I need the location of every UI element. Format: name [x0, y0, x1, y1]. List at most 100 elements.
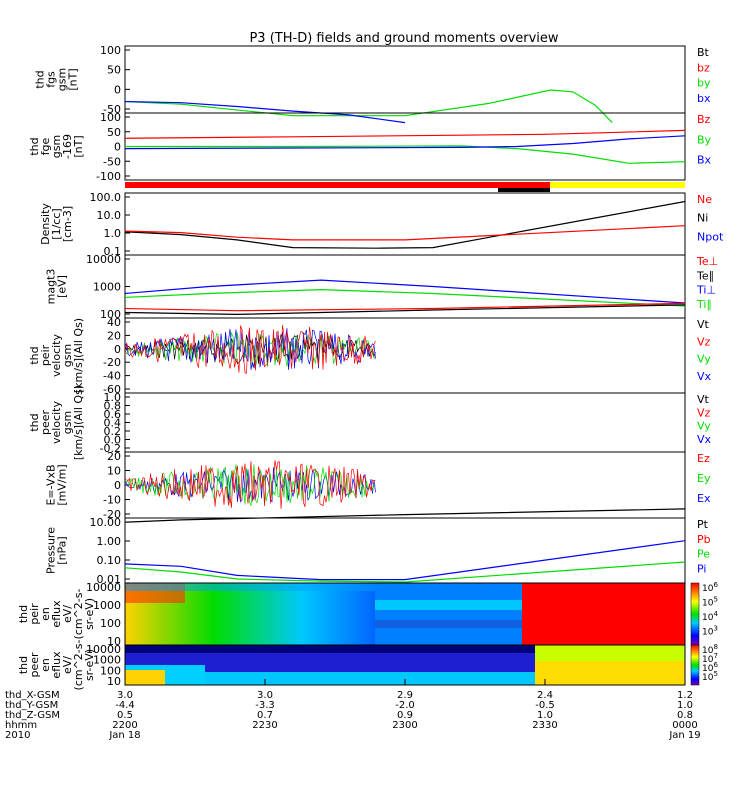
- orbit-value: 3.0: [117, 690, 133, 701]
- figure-title: P3 (TH-D) fields and ground moments over…: [249, 31, 558, 46]
- series-line-Pi: [124, 540, 686, 581]
- series-line-Ti⊥: [124, 279, 686, 304]
- y-tick-label: 100: [100, 44, 121, 57]
- orbit-row-label: thd_Z-GSM: [5, 710, 60, 721]
- y-tick-label: 1.0: [104, 227, 122, 240]
- series-line-Ti∥: [124, 288, 686, 307]
- y-tick-label: 20: [107, 329, 121, 342]
- legend-item: Ti⊥: [696, 284, 716, 297]
- panel-7: 20 100 -10-20 E=-VxB[mV/m] Ez Ey Ex: [45, 450, 711, 521]
- orbit-value: 2230: [252, 720, 277, 731]
- y-tick-label: 0.2: [104, 425, 122, 438]
- legend-item: Pb: [697, 533, 711, 546]
- series-line-By: [125, 145, 686, 164]
- y-tick-label: 10.0: [97, 209, 122, 222]
- legend-item: Pt: [697, 518, 709, 531]
- y-axis-label: thdpeirenefluxeV/(cm^2-s-sr-eV): [17, 589, 96, 640]
- orbit-value: -0.5: [535, 700, 555, 711]
- y-axis-label: thdpeirvelocitygsm[km/s](All Qs): [28, 318, 85, 393]
- legend-item: Te⊥: [696, 255, 718, 268]
- orbit-row-label: thd_X-GSM: [5, 690, 60, 701]
- orbit-row-label: 2010: [5, 730, 30, 741]
- legend-item: Vt: [697, 318, 710, 331]
- colorbar-tick: 104: [702, 610, 718, 623]
- y-axis-label: thdpeerenefluxeV/(cm^2-s-sr-eV): [17, 640, 96, 691]
- legend-item: Ex: [697, 492, 711, 505]
- colorbar-ion: [690, 582, 700, 646]
- y-tick-label: -20: [103, 508, 121, 521]
- panel-2: 100 50 0-50 -100 thdfgegsm-169[nT] Bz By Bx: [28, 111, 712, 183]
- panel-frame: [124, 45, 686, 114]
- panel-frame: [124, 451, 686, 519]
- orbit-value: 0000: [672, 720, 697, 731]
- y-axis-label: thdpeervelocitygsm[km/s](All Qs): [28, 385, 85, 460]
- panel-4: 10000 1000 100 magt3[eV] Te⊥Te∥ Ti⊥Ti∥: [45, 253, 719, 321]
- y-tick-label: 10: [107, 465, 121, 478]
- legend-item: Ni: [697, 212, 708, 225]
- y-tick-label: 10.00: [90, 516, 122, 529]
- y-tick-label: 0.0: [104, 434, 122, 447]
- orbit-value: 2.9: [397, 690, 413, 701]
- orbit-value: -2.0: [395, 700, 415, 711]
- legend-item: Pi: [697, 562, 706, 575]
- legend-item: Bz: [697, 113, 711, 126]
- series-line-by: [124, 89, 613, 124]
- series-line-Bz: [124, 129, 686, 139]
- y-tick-label: 0.1: [104, 245, 122, 258]
- legend-item: Vz: [697, 406, 711, 419]
- orbit-value: 0.5: [117, 710, 133, 721]
- legend-item: Ey: [697, 472, 711, 485]
- legend-item: Vy: [697, 353, 711, 366]
- y-tick-label: 0.6: [104, 408, 122, 421]
- orbit-value: -4.4: [115, 700, 135, 711]
- colorbar-tick: 106: [702, 581, 718, 594]
- y-tick-label: -10: [103, 494, 121, 507]
- ion-spectrogram: [124, 582, 686, 646]
- y-axis-label: Pressure[nPa]: [45, 527, 69, 574]
- legend-item: Vt: [697, 393, 710, 406]
- mode-bar: [125, 182, 685, 192]
- legend-item: Vx: [697, 370, 712, 383]
- legend-item: Pe: [697, 548, 710, 561]
- y-tick-label: 0: [114, 343, 121, 356]
- legend-item: Te∥: [696, 269, 714, 282]
- orbit-row-label: hhmm: [5, 720, 37, 731]
- panel-3: 100.0 10.0 1.0 0.1 Density[1/cc][cm-3] Ne Ni Np…: [39, 191, 724, 258]
- y-tick-label: 1.0: [104, 391, 122, 404]
- colorbar-tick: 105: [702, 596, 718, 609]
- orbit-value: 2300: [392, 720, 417, 731]
- y-tick-label: 0.01: [97, 573, 122, 586]
- orbit-value: 1.0: [537, 710, 553, 721]
- series-line-Pt: [124, 508, 686, 523]
- y-tick-label: 10: [107, 675, 121, 688]
- legend-item: Bt: [697, 46, 710, 59]
- legend-item: Vx: [697, 433, 712, 446]
- orbit-value: 1.0: [677, 700, 693, 711]
- y-tick-label: 0.8: [104, 400, 122, 413]
- legend-item: bx: [697, 92, 711, 105]
- y-tick-label: 10000: [86, 643, 121, 656]
- panel-1: 100 50 0 -50 thdfgsgsm[nT] Bt bz by bx: [34, 44, 711, 124]
- orbit-value: 2.4: [537, 690, 553, 701]
- orbit-value: Jan 19: [668, 730, 700, 741]
- y-tick-label: -60: [103, 383, 121, 396]
- y-tick-label: 100: [100, 664, 121, 677]
- y-tick-label: 10: [107, 635, 121, 648]
- legend-item: bz: [697, 61, 710, 74]
- y-tick-label: 100: [100, 617, 121, 630]
- colorbar-electron: [690, 644, 700, 686]
- y-tick-label: 50: [107, 64, 121, 77]
- electron-spectrogram: [124, 644, 686, 686]
- orbit-value: 1.2: [677, 690, 693, 701]
- y-tick-label: 1.00: [97, 535, 122, 548]
- legend-item: Ez: [697, 452, 710, 465]
- orbit-value: Jan 18: [108, 730, 140, 741]
- y-axis-label: Density[1/cc][cm-3]: [39, 203, 74, 245]
- orbit-value: -3.3: [255, 700, 275, 711]
- noise-trace: [124, 460, 376, 509]
- panel-frame: [124, 392, 686, 453]
- legend-item: by: [697, 77, 711, 90]
